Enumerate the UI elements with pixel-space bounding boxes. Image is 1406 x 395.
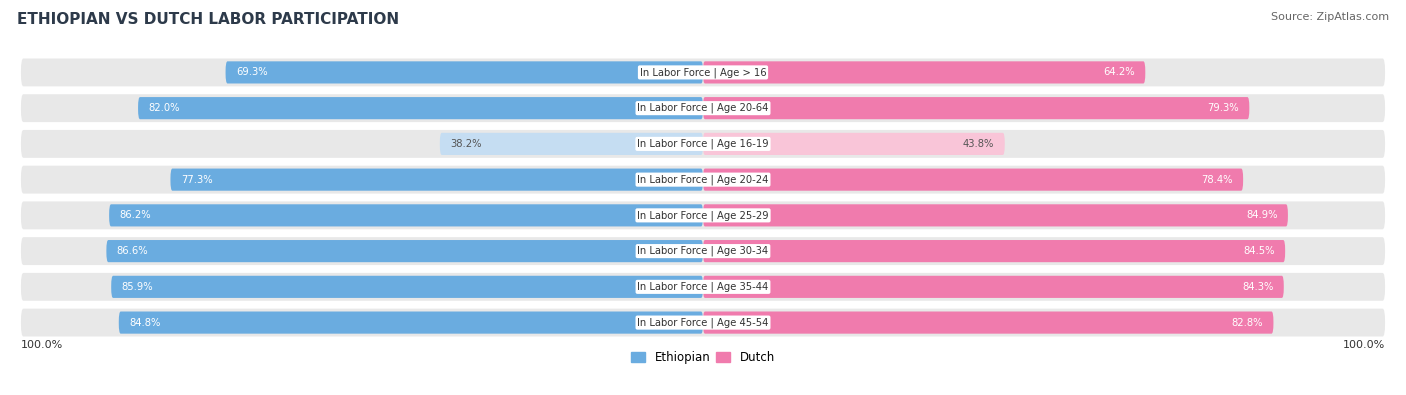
Text: 84.3%: 84.3% — [1241, 282, 1274, 292]
FancyBboxPatch shape — [110, 204, 703, 226]
FancyBboxPatch shape — [21, 201, 1385, 229]
FancyBboxPatch shape — [21, 166, 1385, 194]
FancyBboxPatch shape — [111, 276, 703, 298]
FancyBboxPatch shape — [703, 312, 1274, 334]
FancyBboxPatch shape — [703, 169, 1243, 191]
Text: 69.3%: 69.3% — [236, 68, 267, 77]
FancyBboxPatch shape — [21, 94, 1385, 122]
FancyBboxPatch shape — [170, 169, 703, 191]
FancyBboxPatch shape — [440, 133, 703, 155]
Text: 77.3%: 77.3% — [181, 175, 212, 184]
Text: Source: ZipAtlas.com: Source: ZipAtlas.com — [1271, 12, 1389, 22]
Text: In Labor Force | Age 16-19: In Labor Force | Age 16-19 — [637, 139, 769, 149]
Text: In Labor Force | Age 20-24: In Labor Force | Age 20-24 — [637, 174, 769, 185]
Text: 82.0%: 82.0% — [149, 103, 180, 113]
Text: In Labor Force | Age 45-54: In Labor Force | Age 45-54 — [637, 317, 769, 328]
FancyBboxPatch shape — [118, 312, 703, 334]
Text: 85.9%: 85.9% — [121, 282, 153, 292]
FancyBboxPatch shape — [21, 58, 1385, 87]
Text: 78.4%: 78.4% — [1201, 175, 1233, 184]
Text: In Labor Force | Age 25-29: In Labor Force | Age 25-29 — [637, 210, 769, 221]
Text: In Labor Force | Age 30-34: In Labor Force | Age 30-34 — [637, 246, 769, 256]
Text: 79.3%: 79.3% — [1208, 103, 1239, 113]
FancyBboxPatch shape — [225, 61, 703, 83]
FancyBboxPatch shape — [21, 308, 1385, 337]
FancyBboxPatch shape — [21, 273, 1385, 301]
FancyBboxPatch shape — [138, 97, 703, 119]
FancyBboxPatch shape — [21, 237, 1385, 265]
FancyBboxPatch shape — [703, 133, 1005, 155]
Text: 84.8%: 84.8% — [129, 318, 160, 327]
Text: 86.2%: 86.2% — [120, 211, 150, 220]
FancyBboxPatch shape — [703, 97, 1250, 119]
Text: 84.9%: 84.9% — [1246, 211, 1278, 220]
Text: In Labor Force | Age > 16: In Labor Force | Age > 16 — [640, 67, 766, 78]
Text: 38.2%: 38.2% — [450, 139, 482, 149]
Text: 64.2%: 64.2% — [1104, 68, 1135, 77]
Text: 100.0%: 100.0% — [1343, 340, 1385, 350]
Text: 43.8%: 43.8% — [963, 139, 994, 149]
Text: 86.6%: 86.6% — [117, 246, 149, 256]
FancyBboxPatch shape — [703, 240, 1285, 262]
Text: In Labor Force | Age 35-44: In Labor Force | Age 35-44 — [637, 282, 769, 292]
Text: 84.5%: 84.5% — [1243, 246, 1275, 256]
FancyBboxPatch shape — [107, 240, 703, 262]
FancyBboxPatch shape — [703, 276, 1284, 298]
FancyBboxPatch shape — [703, 204, 1288, 226]
Text: 100.0%: 100.0% — [21, 340, 63, 350]
Legend: Ethiopian, Dutch: Ethiopian, Dutch — [626, 346, 780, 369]
Text: ETHIOPIAN VS DUTCH LABOR PARTICIPATION: ETHIOPIAN VS DUTCH LABOR PARTICIPATION — [17, 12, 399, 27]
Text: In Labor Force | Age 20-64: In Labor Force | Age 20-64 — [637, 103, 769, 113]
FancyBboxPatch shape — [21, 130, 1385, 158]
FancyBboxPatch shape — [703, 61, 1146, 83]
Text: 82.8%: 82.8% — [1232, 318, 1263, 327]
